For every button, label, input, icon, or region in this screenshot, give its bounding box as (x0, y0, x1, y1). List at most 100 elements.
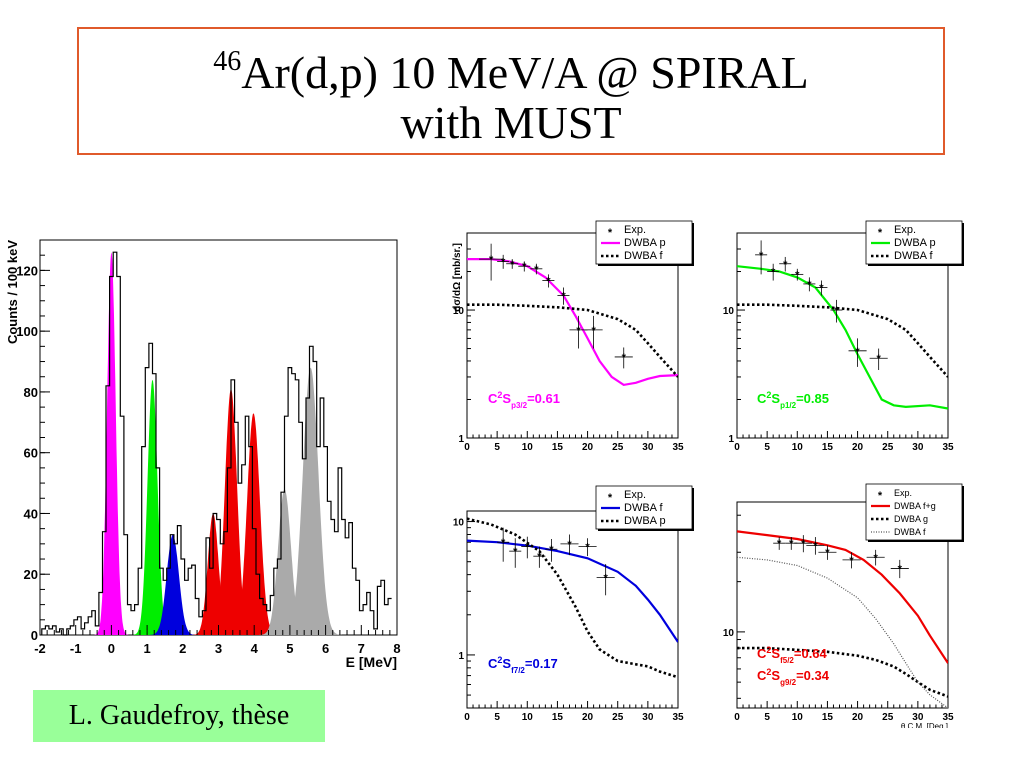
legend-label: DWBA f (894, 527, 926, 537)
x-tick-label: 5 (286, 641, 293, 656)
data-point: * (560, 534, 579, 556)
peak-fg-c (227, 413, 280, 635)
peak-grey-a (258, 489, 311, 635)
star-marker: * (834, 305, 839, 317)
data-point: * (806, 537, 825, 555)
star-marker: * (771, 267, 776, 279)
curve-2 (737, 556, 948, 708)
legend-label: DWBA f (624, 502, 663, 514)
x-tick-label: 30 (642, 442, 654, 453)
x-tick-label: 20 (582, 712, 594, 723)
curve-0 (467, 539, 678, 643)
data-point: * (890, 559, 909, 579)
star-marker: * (501, 256, 506, 268)
y-axis-label: dσ/dΩ [mb/sr.] (452, 243, 463, 312)
peak-fg-b (206, 388, 256, 635)
data-point: * (869, 348, 888, 370)
plot-frame (466, 510, 679, 709)
data-point: * (542, 274, 555, 288)
star-marker: * (783, 259, 788, 271)
legend-label: Exp. (624, 489, 646, 501)
star-marker: * (874, 552, 879, 564)
angular-distribution-fg-chart: 0 5 10 15 20 25 30 35 10 θ C.M. [Deg.] * * * * * * * * * Ex… (723, 483, 964, 728)
y-tick-label: 20 (24, 567, 38, 582)
star-marker: * (898, 563, 903, 575)
data-point: * (818, 545, 837, 560)
star-marker: * (819, 283, 824, 295)
curve-1 (467, 303, 678, 378)
data-point: * (497, 254, 510, 269)
spectroscopic-factor: C2Sf5/2=0.64 (757, 645, 828, 665)
x-axis-label: E [MeV] (346, 654, 397, 670)
x-tick-label: 5 (494, 712, 500, 723)
spectroscopic-factor: C2Sp1/2=0.85 (757, 390, 829, 410)
y-tick-label: 10 (723, 306, 735, 317)
peak-grey-b (279, 367, 342, 635)
x-tick-label: 25 (882, 712, 894, 723)
data-point: * (497, 527, 510, 562)
data-point: * (530, 263, 543, 276)
star-marker: * (576, 325, 581, 337)
legend-label: DWBA f (894, 250, 933, 262)
star-marker: * (795, 269, 800, 281)
data-point: * (578, 538, 597, 557)
star-marker: * (561, 290, 566, 302)
legend-label: DWBA f (624, 250, 663, 262)
x-tick-label: 10 (522, 442, 534, 453)
data-point: * (479, 243, 504, 281)
star-marker: * (877, 353, 882, 365)
data-point: * (533, 546, 546, 568)
spectroscopic-factor: C2Sf7/2=0.17 (488, 655, 558, 675)
data-point: * (767, 263, 780, 281)
star-marker: * (849, 555, 854, 567)
legend-label: DWBA p (624, 237, 666, 249)
data-point: * (557, 287, 570, 305)
data-point: * (848, 338, 867, 367)
y-tick-label: 1 (458, 434, 464, 445)
star-marker: * (513, 546, 518, 558)
legend-label: DWBA p (624, 515, 666, 527)
legend-star: * (608, 492, 613, 504)
x-tick-label: 5 (764, 442, 770, 453)
peak-f7/2 (148, 534, 198, 635)
plot-frame (466, 232, 679, 439)
legend-box (865, 483, 963, 541)
star-marker: * (585, 542, 590, 554)
x-tick-label: 3 (215, 641, 222, 656)
x-tick-label: 4 (251, 641, 259, 656)
x-tick-label: 20 (852, 712, 864, 723)
data-point: * (791, 268, 804, 281)
x-tick-label: 20 (582, 442, 594, 453)
data-point: * (815, 280, 828, 296)
x-tick-label: 5 (494, 442, 500, 453)
curve-1 (737, 303, 948, 378)
star-marker: * (501, 537, 506, 549)
y-tick-label: 10 (453, 518, 465, 529)
star-marker: * (534, 264, 539, 276)
curve-1 (737, 646, 948, 698)
data-point: * (614, 347, 633, 369)
plot-frame (736, 232, 949, 439)
angular-distribution-f72-chart: 0 5 10 15 20 25 30 35 1 10 * * * * * * * * * Exp.DWBA fDWBA… (453, 485, 694, 723)
curve-0 (737, 530, 948, 664)
y-tick-label: 60 (24, 446, 38, 461)
y-tick-label: 80 (24, 385, 38, 400)
y-tick-label: 10 (453, 306, 465, 317)
star-marker: * (537, 551, 542, 563)
data-point: * (803, 277, 816, 292)
histogram-line (41, 251, 392, 636)
star-marker: * (549, 544, 554, 556)
data-point: * (830, 299, 843, 323)
x-tick-label: 10 (792, 442, 804, 453)
data-point: * (773, 537, 786, 550)
star-marker: * (789, 538, 794, 550)
data-point: * (755, 240, 768, 275)
star-marker: * (801, 538, 806, 550)
x-tick-label: 0 (464, 442, 470, 453)
title-mass-number: 46 (213, 46, 242, 77)
legend-star: * (878, 490, 883, 502)
x-tick-label: 30 (912, 442, 924, 453)
data-point: * (569, 315, 588, 349)
peak-p3/2 (94, 252, 129, 635)
